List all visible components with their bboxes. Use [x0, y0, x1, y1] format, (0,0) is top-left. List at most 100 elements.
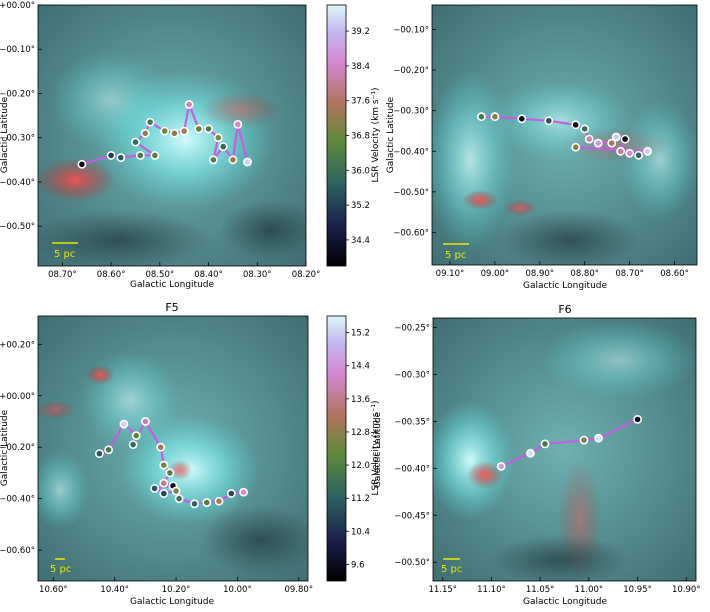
y-tick-label: −00.60° — [393, 229, 429, 239]
y-tick-label: −00.60° — [0, 546, 35, 556]
panel-3-scalebar: 5 pc — [50, 558, 71, 575]
colorbar-tick-label: 38.4 — [351, 62, 370, 72]
panel-4-points — [496, 414, 642, 471]
velocity-point — [607, 138, 617, 148]
panel-3-title: F5 — [165, 301, 178, 314]
velocity-point — [119, 419, 129, 429]
colorbar-2-gradient — [326, 315, 347, 582]
colorbar-2-label: LSR Velocity (km s⁻¹) — [371, 401, 381, 496]
panel-1-x-ticks: 08.70° 08.60° 08.50° 08.40° 08.30° 08.20° — [48, 262, 320, 280]
velocity-point — [116, 153, 126, 162]
y-tick-label: +00.20° — [0, 340, 35, 350]
colorbar-tick-label: 9.6 — [351, 560, 365, 570]
panel-4-filament-path — [500, 418, 639, 468]
velocity-point — [490, 112, 500, 122]
velocity-point — [95, 449, 104, 458]
panel-1-y-label: Galactic Latitude — [0, 96, 10, 173]
y-tick-label: −00.40° — [394, 464, 430, 474]
y-tick-label: −00.50° — [394, 558, 430, 568]
velocity-point — [202, 498, 212, 507]
y-tick-label: −00.45° — [394, 511, 430, 521]
panel-3-image — [38, 316, 308, 581]
panel-4-x-label: Galactic Longitude — [523, 597, 608, 607]
velocity-point — [226, 489, 236, 498]
y-tick-label: −00.30° — [394, 370, 430, 380]
y-tick-label: −00.35° — [394, 417, 430, 427]
x-tick-label: 09.10° — [436, 269, 465, 279]
velocity-point — [150, 150, 160, 160]
panel-3-x-label: Galactic Longitude — [130, 597, 215, 607]
y-tick-label: +00.00° — [0, 1, 35, 11]
x-tick-label: 08.60° — [97, 270, 126, 280]
velocity-point — [243, 157, 252, 167]
x-tick-label: 08.70° — [615, 269, 644, 279]
velocity-point — [634, 150, 643, 160]
colorbar-1-ticks: 34.4 35.2 36.0 36.8 37.6 38.4 39.2 — [346, 27, 370, 246]
x-tick-label: 11.10° — [477, 585, 506, 595]
panel-2-points — [476, 112, 652, 160]
x-tick-label: 10.00° — [223, 585, 252, 595]
panel-1-scalebar: 5 pc — [52, 242, 78, 260]
velocity-point — [159, 489, 169, 498]
velocity-point — [165, 468, 175, 478]
panel-3-y-ticks: +00.20° +00.00° −00.20° −00.40° −00.60° — [0, 340, 42, 556]
y-tick-label: −00.20° — [0, 443, 35, 453]
panel-1: 08.70° 08.60° 08.50° 08.40° 08.30° 08.20° +00… — [0, 1, 320, 290]
velocity-point — [140, 417, 150, 426]
velocity-point — [160, 126, 170, 136]
velocity-point — [233, 120, 243, 129]
colorbar-tick-label: 13.6 — [351, 395, 370, 405]
y-tick-label: −00.40° — [0, 178, 35, 188]
velocity-point — [616, 146, 625, 156]
panel-2-x-ticks: 09.10° 09.00° 08.90° 08.80° 08.70° 08.60° — [436, 261, 689, 279]
velocity-point — [643, 146, 652, 156]
panel-2-x-label: Galactic Longitude — [523, 281, 608, 291]
colorbar-2-ticks: 9.6 10.4 11.2 12.0 12.8 13.6 14.4 15.2 — [346, 329, 370, 570]
colorbar-tick-label: 12.8 — [351, 428, 370, 438]
panel-4-y-ticks: −00.25° −00.30° −00.35° −00.40° −00.45° −00.5… — [394, 323, 437, 568]
velocity-point — [179, 126, 189, 136]
velocity-point — [584, 134, 594, 144]
x-tick-label: 08.20° — [292, 270, 321, 280]
panel-3-x-ticks: 10.60° 10.40° 10.20° 10.00° 09.80° — [39, 577, 313, 595]
panel-4: F6 11.15° 11.10° 11.05° 11.00° 10.95° 10.90° … — [373, 303, 701, 607]
x-tick-label: 08.80° — [570, 269, 599, 279]
x-tick-label: 10.95° — [623, 585, 652, 595]
x-tick-label: 11.05° — [526, 585, 555, 595]
velocity-point — [204, 124, 213, 134]
panel-2-scalebar-label: 5 pc — [445, 250, 466, 261]
velocity-point — [593, 138, 603, 148]
velocity-point — [214, 496, 224, 506]
velocity-point — [496, 461, 506, 471]
panel-1-points — [77, 100, 252, 169]
velocity-point — [194, 124, 204, 134]
velocity-point — [169, 128, 179, 138]
velocity-point — [580, 124, 590, 134]
y-tick-label: −00.50° — [0, 222, 35, 232]
colorbar-1-gradient — [326, 4, 347, 267]
velocity-point — [594, 433, 603, 443]
colorbar-tick-label: 11.2 — [351, 494, 370, 504]
velocity-point — [159, 460, 169, 470]
velocity-point — [228, 155, 238, 165]
velocity-point — [239, 487, 248, 497]
velocity-point — [190, 499, 199, 509]
x-tick-label: 08.70° — [48, 270, 77, 280]
colorbar-tick-label: 15.2 — [351, 329, 370, 339]
colorbar-tick-label: 34.4 — [351, 236, 370, 246]
velocity-point — [131, 137, 140, 147]
velocity-point — [544, 116, 554, 126]
x-tick-label: 11.00° — [575, 585, 604, 595]
panel-2-filament-path — [481, 115, 649, 157]
y-tick-label: −00.40° — [0, 495, 35, 505]
panel-3-scalebar-label: 5 pc — [50, 564, 71, 575]
x-tick-label: 11.15° — [428, 585, 457, 595]
panel-2-y-label: Galactic Latitude — [386, 96, 396, 173]
velocity-point — [104, 445, 113, 455]
velocity-point — [517, 114, 527, 124]
colorbar-2: 9.6 10.4 11.2 12.0 12.8 13.6 14.4 15.2 LSR Velo… — [326, 315, 381, 582]
panel-2-y-ticks: −00.10° −00.20° −00.30° −00.40° −00.50° −00.6… — [393, 25, 436, 239]
panel-4-scalebar-label: 5 pc — [441, 564, 462, 575]
velocity-point — [174, 494, 184, 504]
panel-1-image — [38, 5, 306, 266]
